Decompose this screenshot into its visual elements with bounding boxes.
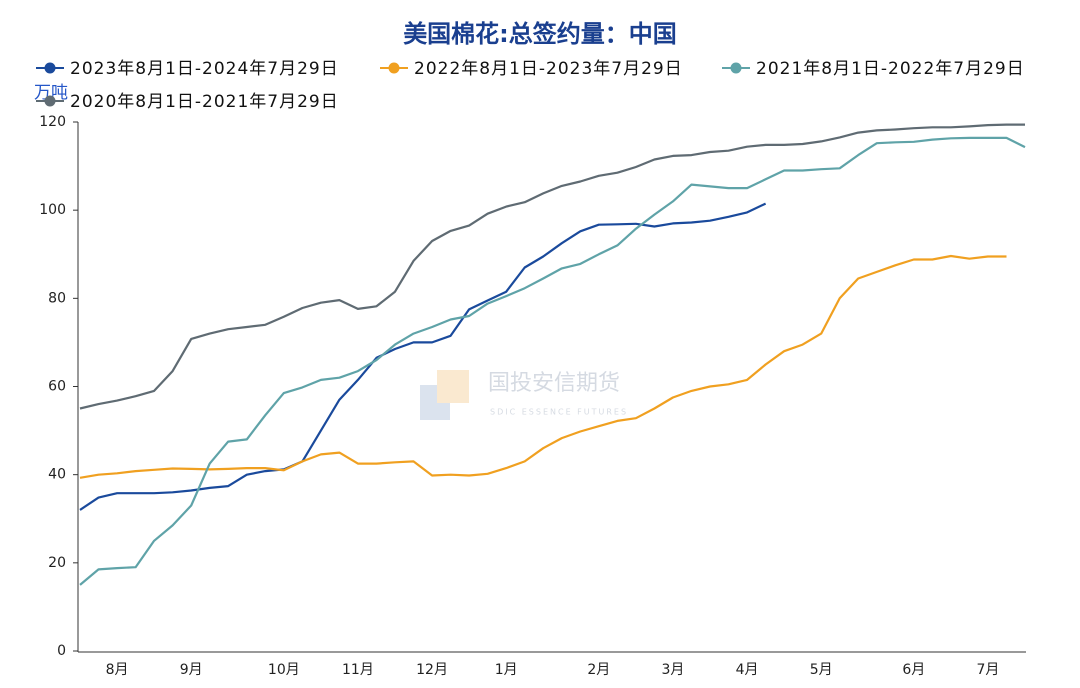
legend-label: 2023年8月1日-2024年7月29日	[70, 59, 339, 79]
x-tick-label: 3月	[661, 662, 684, 678]
y-tick-label: 40	[48, 467, 66, 483]
x-tick-label: 7月	[976, 662, 999, 678]
y-axis-label: 万吨	[34, 83, 68, 103]
y-tick-label: 20	[48, 555, 66, 571]
legend-marker	[44, 62, 56, 74]
x-tick-label: 9月	[180, 662, 203, 678]
legend-item: 2020年8月1日-2021年7月29日	[36, 92, 339, 112]
y-tick-label: 60	[48, 379, 66, 395]
x-tick-label: 8月	[106, 662, 129, 678]
watermark-subtext: SDIC ESSENCE FUTURES	[490, 408, 628, 417]
x-tick-label: 12月	[416, 662, 448, 678]
legend-item: 2022年8月1日-2023年7月29日	[380, 59, 683, 79]
legend-label: 2021年8月1日-2022年7月29日	[756, 59, 1025, 79]
series-line	[79, 202, 767, 511]
y-tick-label: 80	[48, 290, 66, 306]
legend-item: 2023年8月1日-2024年7月29日	[36, 59, 339, 79]
series-line	[79, 254, 1007, 479]
x-tick-label: 10月	[268, 662, 300, 678]
legend-label: 2022年8月1日-2023年7月29日	[414, 59, 683, 79]
x-tick-label: 2月	[587, 662, 610, 678]
watermark-text: 国投安信期货	[488, 371, 620, 396]
x-tick-label: 5月	[810, 662, 833, 678]
logo-block	[437, 370, 469, 403]
legend-marker	[44, 95, 56, 107]
chart-title: 美国棉花:总签约量：中国	[403, 20, 677, 48]
watermark: 国投安信期货 SDIC ESSENCE FUTURES	[420, 370, 628, 420]
legend-marker	[388, 62, 400, 74]
x-tick-label: 6月	[902, 662, 925, 678]
series-line	[79, 136, 1026, 586]
legend-item: 2021年8月1日-2022年7月29日	[722, 59, 1025, 79]
logo-block	[420, 385, 450, 420]
series-line	[79, 123, 1025, 410]
x-tick-label: 11月	[342, 662, 374, 678]
y-tick-label: 120	[39, 114, 66, 130]
x-tick-label: 1月	[495, 662, 518, 678]
legend-marker	[730, 62, 742, 74]
legend-label: 2020年8月1日-2021年7月29日	[70, 92, 339, 112]
y-tick-label: 0	[57, 643, 66, 659]
x-tick-label: 4月	[736, 662, 759, 678]
y-tick-label: 100	[39, 202, 66, 218]
